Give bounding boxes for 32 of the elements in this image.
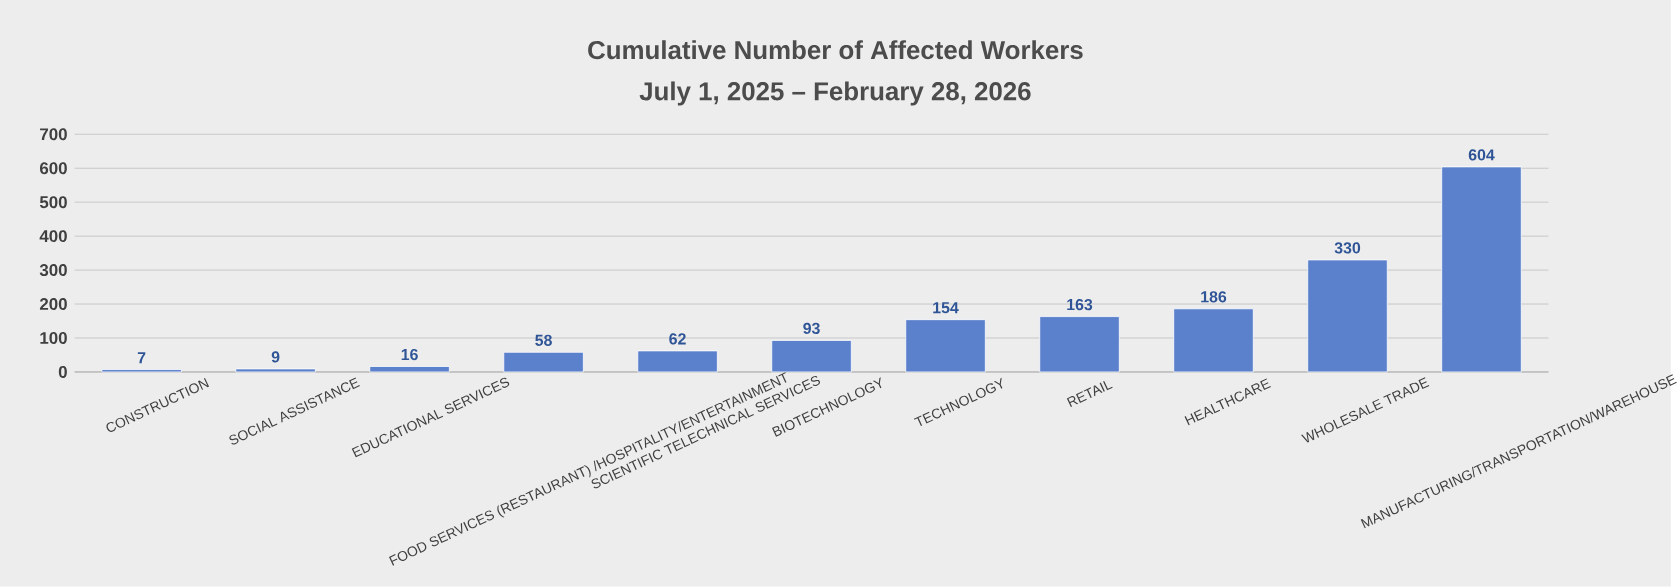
bar <box>1039 316 1120 373</box>
bar <box>503 351 584 373</box>
data-label: 16 <box>401 349 418 361</box>
data-label: 9 <box>271 351 280 363</box>
y-tick-label: 300 <box>39 264 67 277</box>
data-label: 604 <box>1468 149 1495 161</box>
bar <box>1173 308 1254 373</box>
bar <box>1307 259 1388 373</box>
y-tick-label: 200 <box>39 298 67 311</box>
data-label: 154 <box>933 302 959 314</box>
y-tick-label: 100 <box>40 332 67 345</box>
chart-subtitle: July 1, 2025 – February 28, 2026 <box>639 81 1031 106</box>
data-label: 7 <box>137 352 146 364</box>
data-label: 163 <box>1067 299 1093 311</box>
y-tick-label: 0 <box>58 366 67 379</box>
data-label: 58 <box>535 334 552 346</box>
bar <box>101 369 182 373</box>
y-tick-label: 500 <box>39 196 67 209</box>
bar <box>1441 166 1522 373</box>
data-label: 93 <box>803 322 820 335</box>
data-label: 62 <box>669 333 686 345</box>
bar <box>771 340 852 373</box>
bar <box>637 350 718 373</box>
y-tick-label: 400 <box>39 230 67 243</box>
data-label: 186 <box>1201 291 1227 303</box>
bar <box>235 368 316 373</box>
bar <box>905 319 986 373</box>
chart-title: Cumulative Number of Affected Workers <box>588 40 1083 60</box>
data-label: 330 <box>1334 242 1361 254</box>
bar <box>369 366 450 373</box>
y-tick-label: 700 <box>40 128 67 141</box>
y-tick-label: 600 <box>39 162 67 175</box>
